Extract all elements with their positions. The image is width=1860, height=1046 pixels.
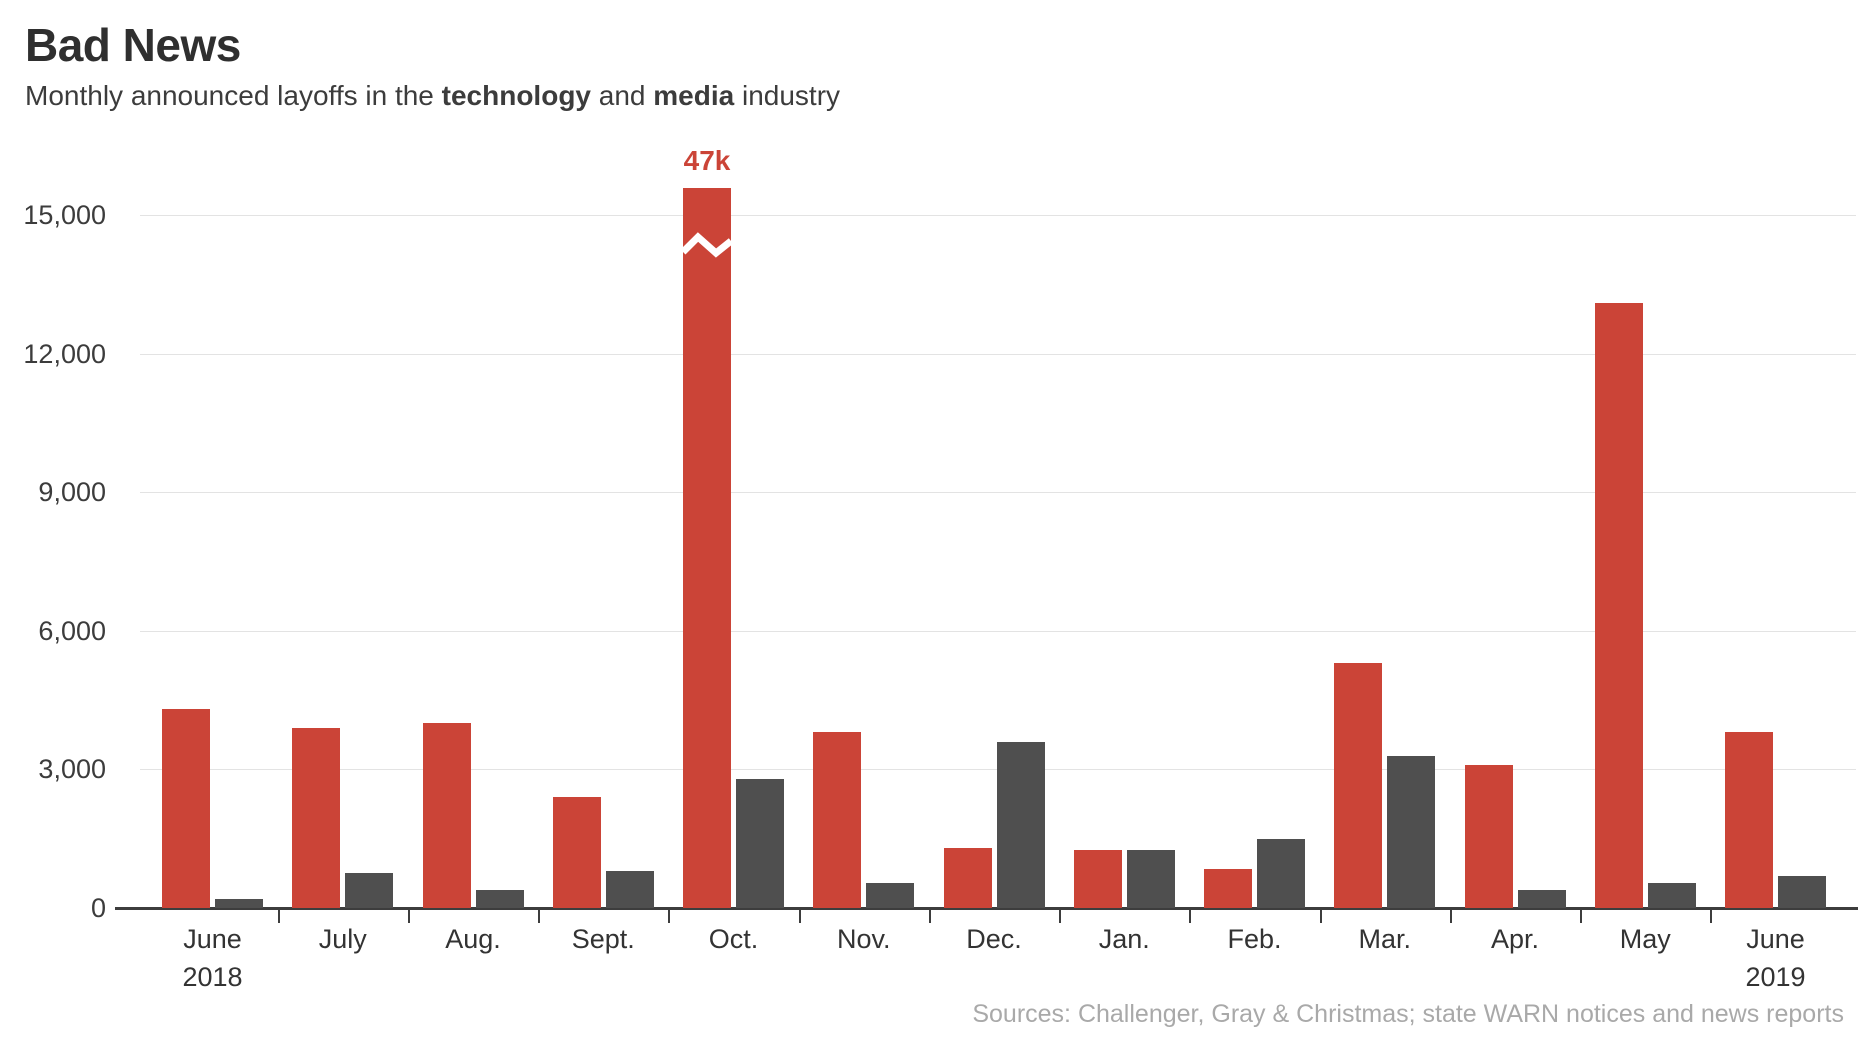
subtitle-text-prefix: Monthly announced layoffs in the xyxy=(25,80,442,111)
bar-technology-sept xyxy=(552,797,601,908)
bar-media-june-2018 xyxy=(215,898,263,908)
bar-technology-mar xyxy=(1334,663,1383,908)
axis-break-icon xyxy=(683,232,731,258)
x-axis-label-sept: Sept. xyxy=(571,924,635,954)
x-axis-label-may: May xyxy=(1619,924,1671,954)
bar-technology-jan xyxy=(1073,850,1122,908)
bar-media-mar xyxy=(1387,755,1436,908)
x-axis-tick xyxy=(798,909,801,923)
bar-media-oct xyxy=(736,778,784,908)
x-axis-label-dec: Dec. xyxy=(966,924,1022,954)
bar-technology-may xyxy=(1594,302,1643,908)
bar-media-sept xyxy=(605,871,654,908)
y-axis-tick-label: 9,000 xyxy=(38,477,106,508)
x-axis-tick xyxy=(407,909,410,923)
subtitle-technology-highlight: technology xyxy=(441,80,591,111)
x-axis-label-july: July xyxy=(318,924,367,954)
bar-technology-july xyxy=(292,727,341,908)
y-axis-tick-label: 3,000 xyxy=(38,754,106,785)
x-axis-tick xyxy=(277,909,280,923)
bar-technology-apr xyxy=(1464,764,1513,908)
value-annotation-47k: 47k xyxy=(683,145,731,176)
bar-technology-aug xyxy=(422,723,471,908)
bar-technology-june-2018 xyxy=(162,709,210,908)
y-axis-tick-label: 12,000 xyxy=(23,338,106,369)
x-axis-label-june-2019: June xyxy=(1746,924,1805,954)
x-axis-tick xyxy=(1710,909,1713,923)
x-axis-label-nov: Nov. xyxy=(836,924,891,954)
bar-media-apr xyxy=(1517,889,1566,908)
bar-media-june-2019 xyxy=(1778,875,1826,908)
bar-media-may xyxy=(1647,882,1696,908)
x-axis-label-apr: Apr. xyxy=(1490,924,1540,954)
x-axis-year-label-2018: 2018 xyxy=(182,962,243,992)
gridline xyxy=(140,353,1856,355)
gridline xyxy=(140,492,1856,494)
y-axis-tick-label: 0 xyxy=(90,893,106,923)
chart-title: Bad News xyxy=(25,19,241,71)
subtitle-text-and: and xyxy=(591,80,654,111)
subtitle-text-industry: industry xyxy=(734,80,841,111)
chart-subtitle: Monthly announced layoffs in the technol… xyxy=(25,80,840,112)
bar-technology-june-2019 xyxy=(1725,732,1773,908)
x-axis-tick xyxy=(1189,909,1192,923)
source-attribution: Sources: Challenger, Gray & Christmas; s… xyxy=(972,1000,1844,1028)
y-axis-tick-label: 6,000 xyxy=(38,615,106,646)
x-axis-label-feb: Feb. xyxy=(1227,924,1282,954)
x-axis-tick xyxy=(928,909,931,923)
x-axis-tick xyxy=(668,909,671,923)
x-axis-line xyxy=(115,907,1858,910)
x-axis-label-mar: Mar. xyxy=(1358,924,1411,954)
x-axis-tick xyxy=(538,909,541,923)
y-axis-tick-label: 15,000 xyxy=(23,200,106,230)
x-axis-label-aug: Aug. xyxy=(445,924,501,954)
bar-media-aug xyxy=(475,889,524,908)
bar-media-dec xyxy=(996,741,1045,908)
x-axis-tick xyxy=(1449,909,1452,923)
bar-technology-oct xyxy=(683,188,731,908)
bar-media-jan xyxy=(1126,850,1175,908)
gridline xyxy=(140,630,1856,632)
x-axis-label-oct: Oct. xyxy=(708,924,759,954)
bar-technology-dec xyxy=(943,847,992,908)
x-axis-year-label-2019: 2019 xyxy=(1745,962,1806,992)
x-axis-tick xyxy=(1059,909,1062,923)
bar-media-nov xyxy=(866,882,915,908)
subtitle-media-highlight: media xyxy=(653,80,735,111)
x-axis-label-june-2018: June xyxy=(183,924,242,954)
bar-media-july xyxy=(345,873,394,908)
x-axis-tick xyxy=(1319,909,1322,923)
gridline xyxy=(140,215,1856,216)
x-axis-tick xyxy=(1580,909,1583,923)
bar-technology-feb xyxy=(1204,868,1252,908)
bar-technology-nov xyxy=(813,732,862,908)
x-axis-label-jan: Jan. xyxy=(1098,924,1150,954)
bar-media-feb xyxy=(1257,838,1305,908)
